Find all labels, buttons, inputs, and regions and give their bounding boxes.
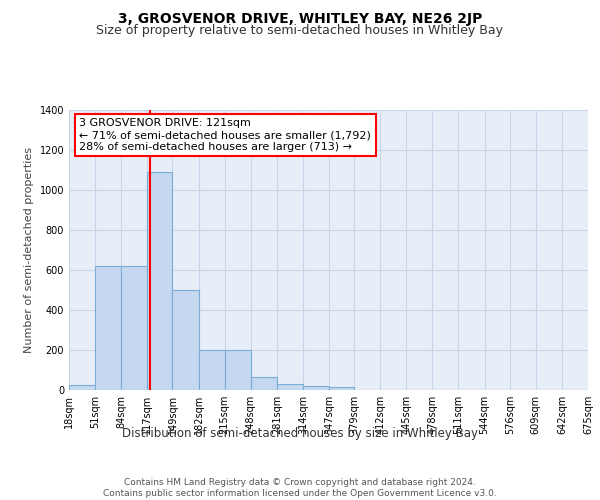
Bar bbox=[121, 266, 147, 390]
Text: Size of property relative to semi-detached houses in Whitley Bay: Size of property relative to semi-detach… bbox=[97, 24, 503, 37]
Text: 3, GROSVENOR DRIVE, WHITLEY BAY, NE26 2JP: 3, GROSVENOR DRIVE, WHITLEY BAY, NE26 2J… bbox=[118, 12, 482, 26]
Bar bbox=[224, 350, 251, 390]
Y-axis label: Number of semi-detached properties: Number of semi-detached properties bbox=[24, 147, 34, 353]
Bar bbox=[69, 385, 95, 390]
Bar bbox=[147, 172, 172, 390]
Text: Distribution of semi-detached houses by size in Whitley Bay: Distribution of semi-detached houses by … bbox=[122, 428, 478, 440]
Bar bbox=[277, 384, 303, 390]
Bar bbox=[303, 386, 329, 390]
Bar bbox=[199, 350, 224, 390]
Bar bbox=[329, 387, 354, 390]
Text: 3 GROSVENOR DRIVE: 121sqm
← 71% of semi-detached houses are smaller (1,792)
28% : 3 GROSVENOR DRIVE: 121sqm ← 71% of semi-… bbox=[79, 118, 371, 152]
Bar bbox=[95, 266, 121, 390]
Bar bbox=[251, 377, 277, 390]
Text: Contains HM Land Registry data © Crown copyright and database right 2024.
Contai: Contains HM Land Registry data © Crown c… bbox=[103, 478, 497, 498]
Bar bbox=[172, 290, 199, 390]
